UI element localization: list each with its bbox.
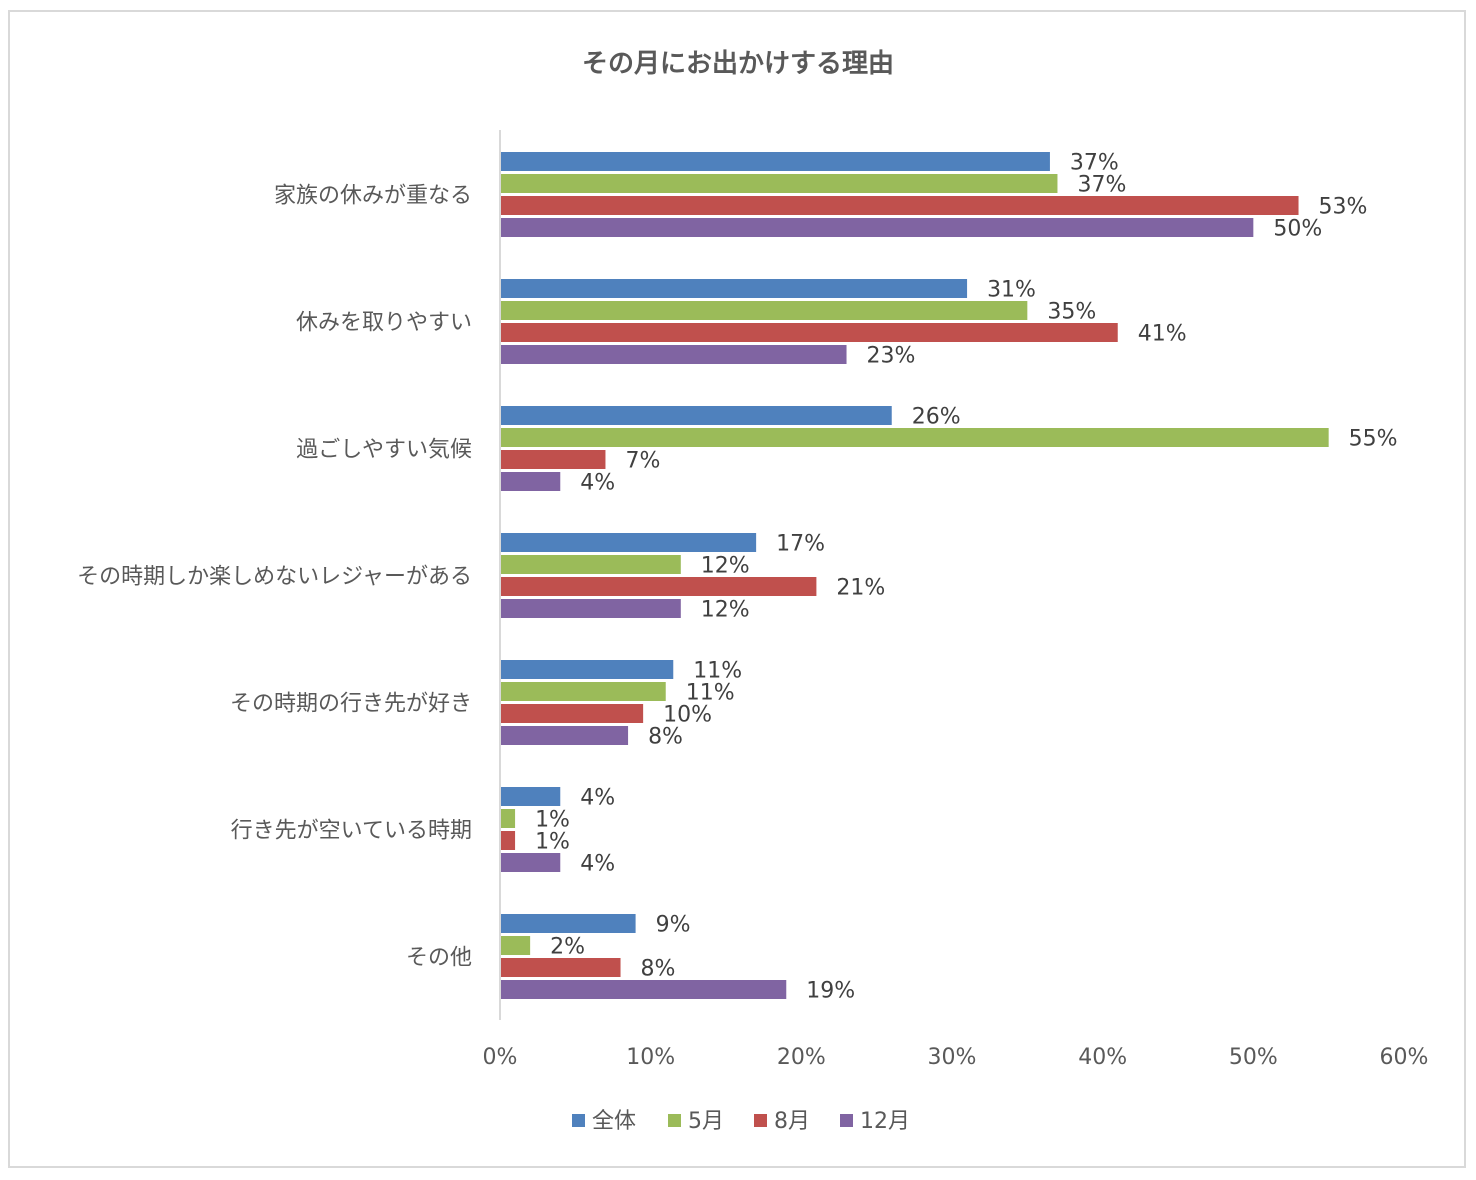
category-label: その時期しか楽しめないレジャーがある	[77, 565, 472, 590]
x-tick-label: 50%	[1229, 1045, 1278, 1070]
bar-4-1[interactable]	[501, 682, 666, 701]
data-label: 26%	[912, 405, 961, 430]
data-label: 2%	[550, 935, 585, 960]
data-label: 41%	[1138, 322, 1187, 347]
bar-6-3[interactable]	[501, 980, 787, 999]
bar-3-0[interactable]	[501, 533, 757, 552]
x-tick-label: 40%	[1078, 1045, 1127, 1070]
bar-5-2[interactable]	[501, 831, 516, 850]
data-label: 19%	[806, 979, 855, 1004]
legend-swatch	[840, 1114, 853, 1127]
data-label: 50%	[1273, 217, 1322, 242]
data-label: 53%	[1319, 195, 1368, 220]
data-label: 4%	[580, 852, 615, 877]
legend-label: 全体	[592, 1109, 636, 1134]
bar-4-0[interactable]	[501, 660, 674, 679]
data-label: 8%	[641, 957, 676, 982]
bar-1-1[interactable]	[501, 301, 1028, 320]
data-label: 7%	[625, 449, 660, 474]
data-label: 21%	[836, 576, 885, 601]
bar-2-2[interactable]	[501, 450, 606, 469]
labels-layer: 家族の休みが重なる 37%37% 53%50% 休みを取りやすい 31% 35% 41% 23…	[77, 151, 1397, 1004]
x-tick-label: 10%	[626, 1045, 675, 1070]
bar-4-2[interactable]	[501, 704, 644, 723]
bar-0-2[interactable]	[501, 196, 1299, 215]
bar-0-1[interactable]	[501, 174, 1058, 193]
bar-1-3[interactable]	[501, 345, 847, 364]
category-label: 行き先が空いている時期	[231, 819, 472, 844]
category-label: 休みを取りやすい	[296, 311, 472, 336]
bar-6-1[interactable]	[501, 936, 531, 955]
bar-2-1[interactable]	[501, 428, 1329, 447]
legend[interactable]: 全体 5月 8月 12月	[572, 1109, 910, 1134]
legend-swatch	[572, 1114, 585, 1127]
bar-2-3[interactable]	[501, 472, 561, 491]
x-tick-label: 0%	[483, 1045, 518, 1070]
data-label: 11%	[693, 659, 742, 684]
bar-0-3[interactable]	[501, 218, 1254, 237]
data-label: 4%	[580, 786, 615, 811]
category-label: 家族の休みが重なる	[274, 184, 472, 209]
bar-4-3[interactable]	[501, 726, 629, 745]
x-tick-label: 60%	[1380, 1045, 1429, 1070]
category-label: 過ごしやすい気候	[296, 438, 472, 463]
bar-0-0[interactable]	[501, 152, 1050, 171]
x-tick-label: 30%	[928, 1045, 977, 1070]
data-label: 4%	[580, 471, 615, 496]
axis-layer: 0% 10% 20% 30% 40% 50% 60%	[483, 130, 1429, 1070]
data-label: 35%	[1047, 300, 1096, 325]
data-label: 12%	[701, 554, 750, 579]
data-label: 12%	[701, 598, 750, 623]
data-label: 17%	[776, 532, 825, 557]
bar-2-0[interactable]	[501, 406, 892, 425]
data-label: 11%	[686, 681, 735, 706]
bar-5-1[interactable]	[501, 809, 516, 828]
bar-5-0[interactable]	[501, 787, 561, 806]
legend-label: 5月	[688, 1109, 724, 1134]
bar-5-3[interactable]	[501, 853, 561, 872]
x-tick-label: 20%	[777, 1045, 826, 1070]
data-label: 37%	[1070, 151, 1119, 176]
category-label: その時期の行き先が好き	[230, 692, 472, 717]
data-label: 1%	[535, 830, 570, 855]
category-label: その他	[406, 946, 472, 971]
data-label: 9%	[656, 913, 691, 938]
bar-3-1[interactable]	[501, 555, 681, 574]
bar-3-2[interactable]	[501, 577, 817, 596]
data-label: 1%	[535, 808, 570, 833]
legend-swatch	[754, 1114, 767, 1127]
bar-6-2[interactable]	[501, 958, 621, 977]
legend-label: 12月	[860, 1109, 910, 1134]
data-label: 8%	[648, 725, 683, 750]
data-label: 31%	[987, 278, 1036, 303]
legend-swatch	[668, 1114, 681, 1127]
bar-6-0[interactable]	[501, 914, 636, 933]
bar-3-3[interactable]	[501, 599, 681, 618]
bars-layer	[501, 152, 1329, 999]
bar-1-2[interactable]	[501, 323, 1118, 342]
chart-title: その月にお出かけする理由	[582, 49, 894, 79]
legend-label: 8月	[774, 1109, 810, 1134]
data-label: 23%	[867, 344, 916, 369]
bar-1-0[interactable]	[501, 279, 968, 298]
data-label: 10%	[663, 703, 712, 728]
data-label: 37%	[1077, 173, 1126, 198]
data-label: 55%	[1349, 427, 1398, 452]
